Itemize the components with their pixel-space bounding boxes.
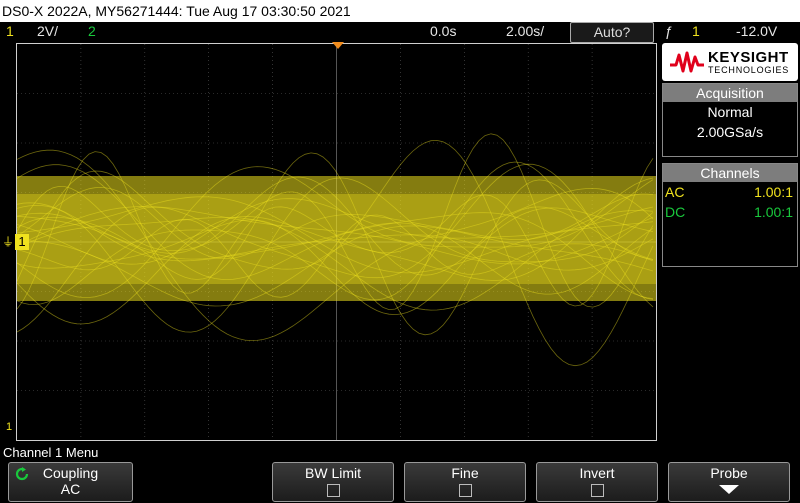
waveform-trace — [17, 149, 654, 342]
ch1-indicator[interactable]: 1 — [6, 23, 14, 39]
trigger-position-marker[interactable] — [332, 42, 344, 49]
trigger-edge-icon: ƒ — [665, 23, 673, 39]
ch1-scale[interactable]: 2V/ — [37, 23, 59, 39]
acquisition-mode: Normal — [707, 104, 753, 120]
invert-checkbox[interactable] — [590, 484, 604, 497]
ch1-probe-ratio: 1.00:1 — [754, 184, 793, 200]
waveform-trace — [17, 177, 654, 325]
menu-title: Channel 1 Menu — [3, 445, 99, 460]
waveform-trace — [17, 198, 654, 265]
waveform-trace — [17, 133, 654, 311]
keysight-wave-icon — [670, 51, 704, 73]
ch2-indicator[interactable]: 2 — [88, 23, 96, 39]
window-title: DS0-X 2022A, MY56271444: Tue Aug 17 03:3… — [0, 0, 800, 22]
waveform-trace — [17, 166, 654, 298]
invert-label: Invert — [579, 465, 615, 481]
waveform-graticule — [17, 44, 656, 440]
acquisition-header: Acquisition — [663, 84, 797, 102]
brand-sub: TECHNOLOGIES — [708, 65, 790, 75]
waveform-band-core — [17, 194, 656, 284]
channel-1-row: AC 1.00:1 — [663, 182, 797, 202]
waveform-display[interactable] — [16, 43, 657, 441]
invert-softkey[interactable]: Invert — [536, 462, 658, 502]
channels-panel[interactable]: Channels AC 1.00:1 DC 1.00:1 — [662, 163, 798, 267]
channel-2-row: DC 1.00:1 — [663, 202, 797, 222]
time-offset[interactable]: 0.0s — [430, 23, 457, 39]
status-bar: 1 2V/ 2 0.0s 2.00s/ ƒ 1 -12.0V — [0, 22, 800, 42]
waveform-trace — [17, 206, 654, 316]
waveform-trace — [17, 139, 654, 367]
ch1-trigger-level-marker: 1 — [6, 421, 13, 433]
submenu-arrow-icon — [719, 485, 739, 494]
time-scale[interactable]: 2.00s/ — [506, 23, 545, 39]
waveform-trace — [17, 161, 654, 306]
probe-label: Probe — [710, 465, 748, 481]
ch2-coupling: DC — [665, 204, 686, 220]
waveform-trace — [17, 186, 654, 260]
coupling-softkey[interactable]: Coupling AC — [8, 462, 133, 502]
waveform-trace — [17, 151, 654, 310]
coupling-value: AC — [60, 481, 81, 497]
sample-rate: 2.00GSa/s — [696, 124, 764, 140]
waveform-trace — [17, 164, 654, 300]
probe-softkey[interactable]: Probe — [668, 462, 790, 502]
coupling-label: Coupling — [42, 465, 99, 481]
waveform-trace — [17, 206, 654, 265]
waveform-trace — [17, 152, 654, 336]
ch2-probe-ratio: 1.00:1 — [754, 204, 793, 220]
acquisition-panel[interactable]: Acquisition Normal 2.00GSa/s — [662, 83, 798, 157]
waveform-trace — [17, 177, 654, 333]
waveform-trace — [17, 176, 654, 276]
ch1-coupling: AC — [665, 184, 685, 200]
fine-label: Fine — [451, 465, 479, 481]
waveform-trace — [17, 210, 654, 311]
ground-icon: ⏚ — [2, 235, 15, 249]
bw-limit-label: BW Limit — [305, 465, 361, 481]
keysight-logo: KEYSIGHT TECHNOLOGIES — [662, 43, 798, 81]
cycle-icon — [15, 467, 29, 481]
trigger-level[interactable]: -12.0V — [736, 23, 778, 39]
waveform-trace — [17, 163, 654, 333]
waveform-trace — [17, 202, 654, 295]
trigger-source[interactable]: 1 — [692, 23, 700, 39]
bw-limit-softkey[interactable]: BW Limit — [272, 462, 394, 502]
waveform-trace — [17, 212, 654, 271]
waveform-trace — [17, 214, 654, 298]
channels-header: Channels — [663, 164, 797, 182]
trigger-mode-button[interactable]: Auto? — [570, 22, 654, 43]
fine-softkey[interactable]: Fine — [404, 462, 526, 502]
bw-limit-checkbox[interactable] — [326, 484, 340, 497]
fine-checkbox[interactable] — [458, 484, 472, 497]
brand-name: KEYSIGHT — [708, 49, 789, 66]
waveform-trace — [17, 225, 654, 307]
waveform-trace — [17, 196, 654, 274]
ch1-offset-marker[interactable]: 1 — [15, 234, 29, 250]
waveform-band — [17, 176, 656, 301]
